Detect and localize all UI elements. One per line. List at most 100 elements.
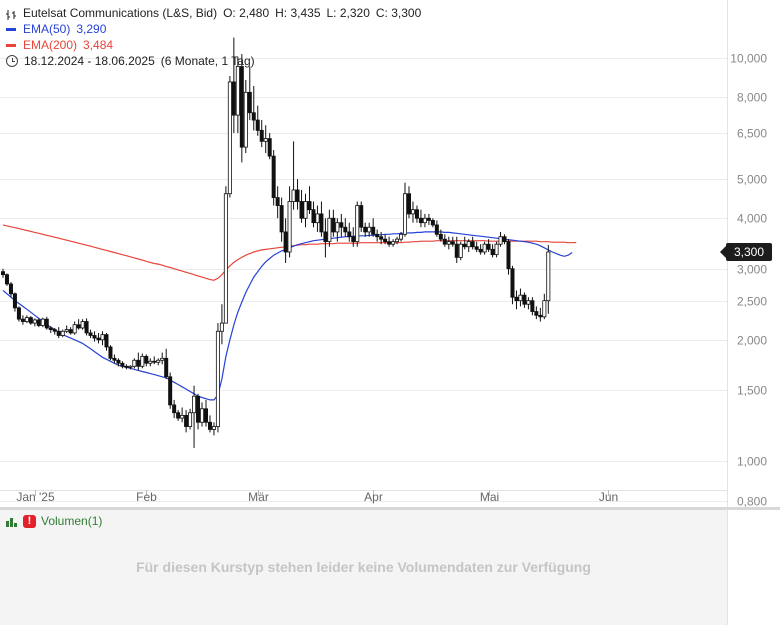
candle-body xyxy=(136,359,141,367)
candle-body xyxy=(347,231,352,238)
candle-body xyxy=(271,155,276,198)
candle-body xyxy=(16,307,21,320)
ema200-swatch xyxy=(6,43,16,47)
candle-body xyxy=(498,236,503,245)
candle-body xyxy=(414,209,419,219)
ema200-label: EMA(200) xyxy=(23,38,78,52)
candle-body xyxy=(351,236,356,243)
candle-body xyxy=(311,209,316,224)
ema50-swatch xyxy=(6,27,16,31)
candle-body xyxy=(243,91,248,148)
x-tick-label: Apr xyxy=(364,490,383,504)
y-tick-label: 1,500 xyxy=(737,384,767,398)
candle-body xyxy=(235,66,240,116)
candle-body xyxy=(40,318,45,326)
candle-body xyxy=(486,243,491,250)
candle-body xyxy=(259,130,264,142)
candle-body xyxy=(323,231,328,243)
candle-body xyxy=(267,138,272,157)
volume-legend[interactable]: ! Volumen(1) xyxy=(6,514,102,528)
candle-body xyxy=(188,412,193,427)
period-label: (6 Monate, 1 Tag) xyxy=(160,54,255,68)
candle-body xyxy=(291,189,296,202)
candle-body xyxy=(506,241,511,270)
y-tick-label: 8,000 xyxy=(737,91,767,105)
y-tick-label: 6,500 xyxy=(737,127,767,141)
candle-body xyxy=(422,217,427,224)
price-chart[interactable]: 10,000 8,000 6,500 5,000 4,000 3,000 2,500 2,00… xyxy=(0,0,780,507)
candle-body xyxy=(283,231,288,253)
candle-body xyxy=(184,414,189,427)
candle-body xyxy=(514,296,519,302)
x-tick-label: Feb xyxy=(136,490,157,504)
x-tick-label: Jan '25 xyxy=(16,490,55,504)
candle-body xyxy=(307,201,312,211)
candle-body xyxy=(442,238,447,245)
candle-body xyxy=(546,251,551,302)
candle-body xyxy=(542,300,547,318)
candle-body xyxy=(108,346,113,359)
ema50-line xyxy=(2,231,573,401)
candle-body xyxy=(104,334,109,348)
y-tick-label: 10,000 xyxy=(730,52,767,66)
candle-body xyxy=(263,138,268,142)
candle-body xyxy=(403,193,408,235)
candle-body xyxy=(319,213,324,233)
chart-legend: Eutelsat Communications (L&S, Bid) O: 2,… xyxy=(6,5,427,69)
candle-body xyxy=(100,334,105,341)
legend-ema200-row[interactable]: EMA(200) 3,484 xyxy=(6,37,427,53)
candle-body xyxy=(450,241,455,245)
candle-body xyxy=(96,337,101,341)
panel-separator[interactable] xyxy=(0,507,780,510)
candle-body xyxy=(56,330,61,336)
candle-body xyxy=(168,376,173,406)
candle-body xyxy=(454,243,459,258)
close-value: C: 3,300 xyxy=(375,6,422,20)
candle-body xyxy=(72,324,77,334)
candle-body xyxy=(176,412,181,419)
candle-body xyxy=(247,91,252,114)
y-tick-label: 0,800 xyxy=(737,495,767,508)
x-tick-label: Mär xyxy=(248,490,269,504)
last-price-tag: 3,300 xyxy=(720,242,772,261)
warning-icon: ! xyxy=(23,514,36,528)
candle-body xyxy=(200,408,205,423)
candle-body xyxy=(446,241,451,245)
candle-body xyxy=(36,319,41,326)
legend-ema50-row[interactable]: EMA(50) 3,290 xyxy=(6,21,427,37)
candle-body xyxy=(331,217,336,233)
ema50-value: 3,290 xyxy=(76,22,107,36)
candle-body xyxy=(80,321,85,329)
y-tick-label: 2,500 xyxy=(737,295,767,309)
candle-body xyxy=(387,241,392,245)
candle-body xyxy=(227,81,232,195)
candle-body xyxy=(418,217,423,224)
candle-body xyxy=(180,414,185,419)
candle-body xyxy=(160,357,165,361)
candle-body xyxy=(303,201,308,219)
volume-panel xyxy=(0,510,727,625)
candle-body xyxy=(430,220,435,226)
candle-body xyxy=(434,224,439,235)
candle-body xyxy=(211,426,216,430)
candle-body xyxy=(379,236,384,240)
candle-body xyxy=(219,322,224,332)
candle-body xyxy=(4,274,9,285)
x-tick-label: Jun xyxy=(599,490,618,504)
x-tick-label: Mai xyxy=(480,490,499,504)
candle-body xyxy=(156,359,161,363)
candle-body xyxy=(355,205,360,243)
candle-body xyxy=(132,359,137,367)
candle-body xyxy=(92,335,97,339)
ohlc-icon xyxy=(6,8,18,20)
candle-body xyxy=(116,359,121,364)
candle-body xyxy=(406,193,411,215)
candle-body xyxy=(395,238,400,243)
candle-body xyxy=(359,205,364,228)
candle-body xyxy=(172,404,177,414)
candle-body xyxy=(148,360,153,364)
candle-body xyxy=(363,226,368,233)
candle-body xyxy=(315,213,320,224)
candle-body xyxy=(60,330,65,336)
candle-body xyxy=(470,241,475,248)
